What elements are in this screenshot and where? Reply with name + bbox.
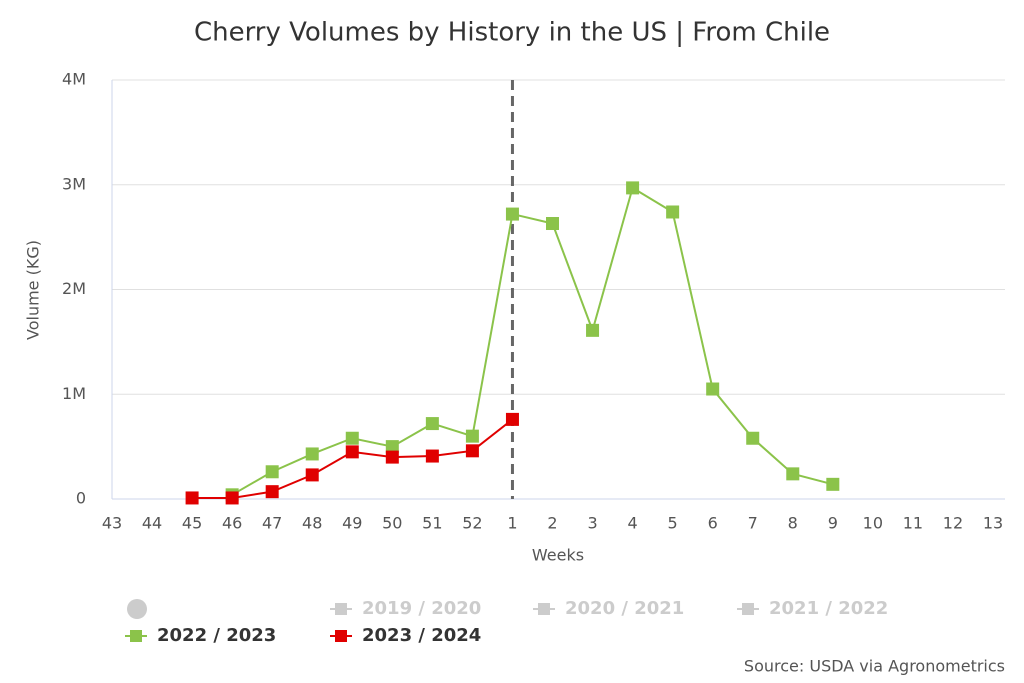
x-tick-label: 13 [983, 514, 1003, 533]
data-point [265, 465, 279, 479]
x-tick-label: 44 [142, 514, 162, 533]
y-axis-label: Volume (KG) [24, 240, 43, 340]
x-tick-label: 1 [507, 514, 517, 533]
data-point [826, 477, 840, 491]
legend-symbol [538, 603, 550, 615]
x-tick-label: 5 [668, 514, 678, 533]
y-tick-label: 3M [62, 174, 86, 193]
data-point [465, 429, 479, 443]
data-point [185, 491, 199, 505]
data-point [546, 217, 559, 231]
x-tick-label: 51 [422, 514, 442, 533]
x-tick-label: 52 [462, 514, 482, 533]
series-line [192, 418, 514, 499]
x-tick-label: 9 [828, 514, 838, 533]
data-point [225, 491, 239, 505]
x-tick-label: 50 [382, 514, 402, 533]
data-point [425, 449, 439, 463]
x-tick-label: 46 [222, 514, 242, 533]
legend-label[interactable]: 2021 / 2022 [769, 598, 888, 619]
chart-title: Cherry Volumes by History in the US | Fr… [194, 18, 830, 48]
data-point [746, 431, 760, 445]
x-tick-label: 2 [547, 514, 557, 533]
legend-label[interactable]: 2022 / 2023 [157, 625, 276, 646]
y-tick-label: 2M [62, 279, 86, 298]
data-point [305, 468, 319, 482]
legend-label[interactable]: 2019 / 2020 [362, 598, 481, 619]
legend-symbol [742, 603, 754, 615]
x-tick-label: 4 [627, 514, 637, 533]
data-point [505, 207, 519, 221]
legend-symbol [335, 603, 347, 615]
x-tick-label: 10 [863, 514, 883, 533]
data-point [666, 205, 680, 219]
x-axis-label: Weeks [532, 546, 584, 565]
data-point [425, 417, 439, 431]
legend-label[interactable]: 2020 / 2021 [565, 598, 684, 619]
x-tick-label: 11 [903, 514, 923, 533]
legend-symbol [335, 630, 347, 642]
data-point [305, 447, 319, 461]
x-tick-label: 45 [182, 514, 202, 533]
data-point [786, 467, 800, 481]
x-tick-label: 12 [943, 514, 963, 533]
data-point [265, 485, 279, 499]
legend-symbol [130, 630, 142, 642]
data-point [505, 412, 519, 426]
data-point [385, 440, 399, 454]
data-point [586, 323, 600, 337]
y-tick-label: 0 [76, 489, 86, 508]
legend-toggle-all[interactable] [127, 599, 147, 619]
data-point [345, 431, 359, 445]
data-point [465, 444, 479, 458]
source: Source: USDA via Agronometrics [744, 657, 1005, 676]
y-tick-label: 1M [62, 384, 86, 403]
x-tick-label: 47 [262, 514, 282, 533]
y-tick-label: 4M [62, 70, 86, 89]
data-point [385, 450, 399, 464]
data-point [706, 382, 720, 396]
x-tick-label: 48 [302, 514, 322, 533]
series-line [231, 186, 834, 496]
x-tick-label: 6 [708, 514, 718, 533]
x-tick-label: 7 [748, 514, 758, 533]
data-point [626, 181, 640, 195]
x-tick-label: 3 [587, 514, 597, 533]
x-tick-label: 49 [342, 514, 362, 533]
x-tick-label: 8 [788, 514, 798, 533]
x-tick-label: 43 [102, 514, 122, 533]
data-point [345, 445, 359, 459]
legend-label[interactable]: 2023 / 2024 [362, 625, 481, 646]
